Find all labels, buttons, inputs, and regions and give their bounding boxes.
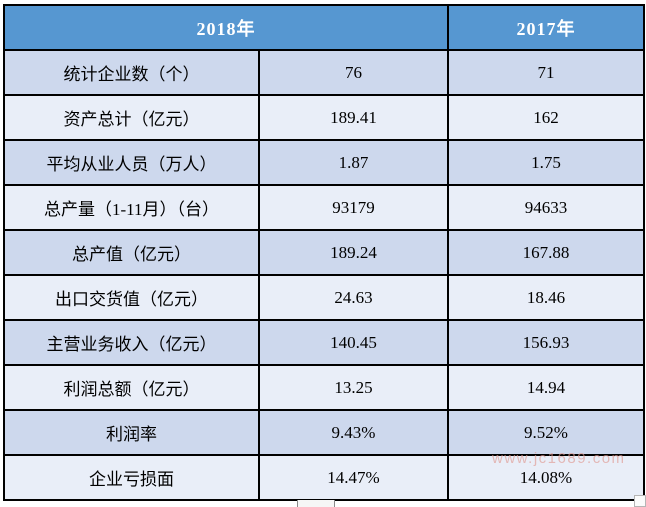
value-2018: 13.25 [258,364,449,411]
table-row: 利润率 9.43% 9.52% [3,409,645,456]
value-2018: 76 [258,49,449,96]
value-2017: 71 [447,49,645,96]
row-label: 平均从业人员（万人） [3,139,260,186]
table-row: 企业亏损面 14.47% 14.08% [3,454,645,501]
row-label: 企业亏损面 [3,454,260,501]
row-label: 利润总额（亿元） [3,364,260,411]
value-2018: 1.87 [258,139,449,186]
row-label: 主营业务收入（亿元） [3,319,260,366]
row-label: 出口交货值（亿元） [3,274,260,321]
value-2017: 14.08% [447,454,645,501]
value-2017: 18.46 [447,274,645,321]
row-label: 总产量（1-11月）（台） [3,184,260,231]
value-2018: 14.47% [258,454,449,501]
resize-handle-bottom [297,500,335,507]
value-2018: 189.41 [258,94,449,141]
value-2018: 140.45 [258,319,449,366]
header-year-2017: 2017年 [447,4,645,51]
table-row: 资产总计（亿元） 189.41 162 [3,94,645,141]
value-2018: 24.63 [258,274,449,321]
table-row: 总产量（1-11月）（台） 93179 94633 [3,184,645,231]
table-row: 统计企业数（个） 76 71 [3,49,645,96]
header-year-2018: 2018年 [3,4,449,51]
stats-table: 2018年 2017年 统计企业数（个） 76 71 资产总计（亿元） 189.… [3,4,645,501]
value-2018: 189.24 [258,229,449,276]
row-label: 利润率 [3,409,260,456]
value-2017: 94633 [447,184,645,231]
value-2017: 167.88 [447,229,645,276]
resize-handle-corner [634,495,646,507]
table-row: 主营业务收入（亿元） 140.45 156.93 [3,319,645,366]
value-2018: 9.43% [258,409,449,456]
value-2017: 14.94 [447,364,645,411]
table-row: 出口交货值（亿元） 24.63 18.46 [3,274,645,321]
row-label: 统计企业数（个） [3,49,260,96]
value-2017: 9.52% [447,409,645,456]
table-row: 平均从业人员（万人） 1.87 1.75 [3,139,645,186]
table-header-row: 2018年 2017年 [3,4,645,51]
value-2017: 1.75 [447,139,645,186]
value-2017: 156.93 [447,319,645,366]
row-label: 总产值（亿元） [3,229,260,276]
row-label: 资产总计（亿元） [3,94,260,141]
value-2017: 162 [447,94,645,141]
value-2018: 93179 [258,184,449,231]
table-row: 总产值（亿元） 189.24 167.88 [3,229,645,276]
table-row: 利润总额（亿元） 13.25 14.94 [3,364,645,411]
